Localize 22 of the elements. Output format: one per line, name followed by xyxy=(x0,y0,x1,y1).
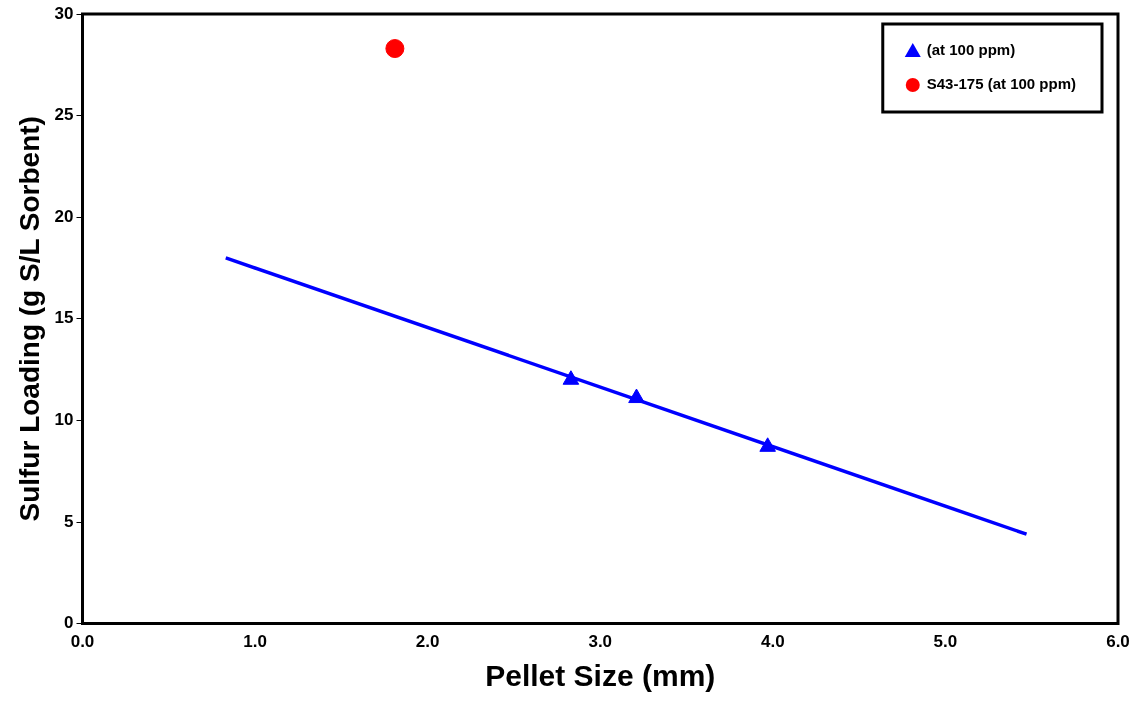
y-tick-label: 30 xyxy=(54,3,74,23)
legend-label: (at 100 ppm) xyxy=(926,41,1016,59)
y-tick-label: 20 xyxy=(54,206,74,226)
x-axis-title: Pellet Size (mm) xyxy=(485,659,716,693)
y-tick-label: 0 xyxy=(64,613,74,633)
x-tick-label: 4.0 xyxy=(761,632,785,652)
x-tick-label: 3.0 xyxy=(588,632,613,652)
point xyxy=(759,437,776,452)
x-tick-label: 5.0 xyxy=(933,632,958,652)
legend-label: S43-175 (at 100 ppm) xyxy=(926,75,1076,93)
x-tick-label: 2.0 xyxy=(415,632,440,652)
point xyxy=(562,370,580,385)
y-tick-label: 25 xyxy=(54,105,74,125)
y-tick-label: 5 xyxy=(64,511,74,531)
point xyxy=(385,39,405,59)
x-tick-label: 6.0 xyxy=(1106,632,1130,652)
x-tick-label: 0.0 xyxy=(70,632,95,652)
y-tick-label: 15 xyxy=(54,308,74,328)
x-tick-label: 1.0 xyxy=(243,632,267,652)
point xyxy=(628,388,645,404)
y-axis-title: Sulfur Loading (g S/L Sorbent) xyxy=(13,116,45,522)
y-tick-label: 10 xyxy=(54,410,74,430)
